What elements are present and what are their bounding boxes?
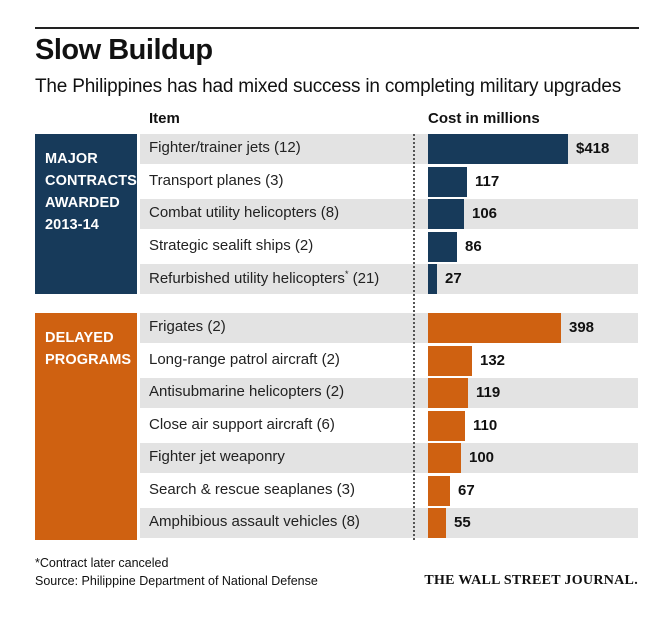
bar	[428, 264, 437, 294]
row-label: Combat utility helicopters (8)	[149, 204, 339, 221]
chart-row: Frigates (2)	[140, 313, 638, 343]
bar	[428, 378, 468, 408]
chart-row: Fighter jet weaponry	[140, 443, 638, 473]
row-label: Search & rescue seaplanes (3)	[149, 481, 355, 498]
bar-value-label: 110	[473, 416, 498, 434]
group-label-line: AWARDED	[45, 195, 120, 211]
source-note: Source: Philippine Department of Nationa…	[35, 574, 318, 588]
chart-row: Transport planes (3)	[140, 167, 638, 197]
group-label-major-contracts: MAJOR CONTRACTS AWARDED 2013-14	[35, 134, 137, 294]
row-label: Strategic sealift ships (2)	[149, 237, 313, 254]
row-label: Amphibious assault vehicles (8)	[149, 513, 360, 530]
bar-value-label: 117	[475, 172, 500, 190]
row-label-text: Fighter jet weaponry	[149, 448, 285, 465]
chart-row: Close air support aircraft (6)	[140, 411, 638, 441]
row-label-text: Frigates (2)	[149, 318, 226, 335]
group-label-line: DELAYED	[45, 330, 114, 346]
row-label: Long-range patrol aircraft (2)	[149, 351, 340, 368]
bar-value-label: 398	[569, 319, 595, 336]
row-label-text: Refurbished utility helicopters	[149, 270, 345, 287]
row-label: Transport planes (3)	[149, 172, 284, 189]
bar	[428, 345, 472, 376]
footnote: *Contract later canceled	[35, 556, 169, 570]
item-column-header: Item	[149, 110, 180, 127]
bar-value-label: $418	[576, 140, 610, 157]
bar-value-label: 100	[469, 449, 495, 466]
footnote-mark: *	[344, 269, 349, 279]
bar-value-label: 55	[454, 514, 471, 531]
chart-row: Long-range patrol aircraft (2)	[140, 346, 638, 376]
chart-row: Search & rescue seaplanes (3)	[140, 476, 638, 506]
row-label-text: Search & rescue seaplanes (3)	[149, 480, 355, 498]
bar-value-label: 86	[465, 237, 482, 255]
bar	[428, 410, 465, 441]
dotted-divider	[413, 134, 415, 540]
bar	[428, 134, 568, 164]
chart-row: Amphibious assault vehicles (8)	[140, 508, 638, 538]
group-label-line: PROGRAMS	[45, 352, 132, 368]
cost-column-header: Cost in millions	[428, 110, 540, 127]
row-label-text: Antisubmarine helicopters (2)	[149, 383, 345, 400]
bar-value-label: 119	[476, 384, 501, 401]
row-label-text: Amphibious assault vehicles (8)	[149, 513, 360, 530]
chart-row: Antisubmarine helicopters (2)	[140, 378, 638, 408]
bar-value-label: 132	[480, 351, 506, 369]
bar	[428, 313, 561, 343]
row-label-text: Long-range patrol aircraft (2)	[149, 350, 340, 368]
row-label-count: (21)	[348, 270, 380, 287]
row-label-text: Combat utility helicopters (8)	[149, 204, 340, 221]
bar	[428, 475, 450, 506]
bar-value-label: 67	[458, 481, 475, 499]
bar	[428, 199, 464, 229]
row-label-text: Fighter/trainer jets (12)	[149, 139, 301, 156]
row-label-text: Close air support aircraft (6)	[149, 415, 335, 433]
publisher-credit: THE WALL STREET JOURNAL.	[424, 573, 638, 588]
chart-row: Refurbished utility helicopters* (21)	[140, 264, 638, 294]
bar	[428, 166, 467, 197]
group-label-line: MAJOR	[45, 151, 98, 167]
chart-row: Combat utility helicopters (8)	[140, 199, 638, 229]
row-label: Refurbished utility helicopters* (21)	[149, 269, 379, 287]
group-label-delayed-programs: DELAYED PROGRAMS	[35, 313, 137, 540]
bar-value-label: 27	[445, 270, 462, 287]
chart-title: Slow Buildup	[35, 34, 213, 66]
row-label-text: Strategic sealift ships (2)	[149, 236, 314, 254]
top-rule	[35, 27, 639, 29]
bar	[428, 443, 461, 473]
row-label: Frigates (2)	[149, 318, 226, 335]
row-label: Fighter jet weaponry	[149, 448, 285, 465]
bar	[428, 231, 457, 262]
row-label: Close air support aircraft (6)	[149, 416, 335, 433]
bar	[428, 508, 446, 538]
bar-value-label: 106	[472, 205, 498, 222]
chart-subtitle: The Philippines has had mixed success in…	[35, 76, 622, 97]
row-label: Antisubmarine helicopters (2)	[149, 383, 344, 400]
chart-row: Strategic sealift ships (2)	[140, 232, 638, 262]
row-label-text: Transport planes (3)	[149, 171, 284, 189]
row-label: Fighter/trainer jets (12)	[149, 139, 301, 156]
group-label-line: CONTRACTS	[45, 173, 137, 189]
group-label-line: 2013-14	[45, 217, 99, 233]
